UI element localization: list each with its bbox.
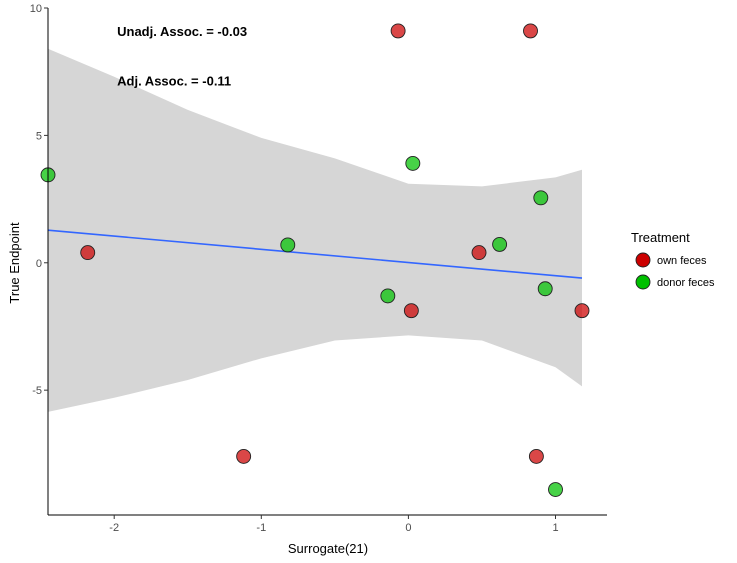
data-point-own-feces	[236, 448, 252, 464]
legend-label: donor feces	[657, 277, 715, 289]
regression-line	[47, 229, 583, 279]
data-point-own-feces	[523, 23, 538, 39]
x-tick-label: 0	[405, 522, 411, 534]
x-tick-label: 1	[552, 522, 558, 534]
data-point-own-feces	[574, 303, 590, 319]
x-tick-label: -2	[109, 522, 119, 534]
y-tick-label: 10	[30, 3, 42, 15]
data-point-donor-feces	[537, 281, 553, 297]
data-point-donor-feces	[533, 190, 549, 206]
annotation-text: Adj. Assoc. = -0.11	[117, 74, 231, 89]
legend-items: own feces donor feces	[635, 252, 715, 290]
y-tick-label: 0	[36, 258, 42, 270]
y-axis-title: True Endpoint	[7, 222, 22, 304]
annotations-layer: Unadj. Assoc. = -0.03 Adj. Assoc. = -0.11	[117, 24, 247, 89]
data-point-own-feces	[390, 23, 406, 39]
y-tick-label: -5	[32, 385, 42, 397]
data-point-donor-feces	[548, 482, 563, 497]
data-point-own-feces	[403, 303, 419, 319]
legend-label: own feces	[657, 255, 707, 267]
regression-line-layer	[47, 229, 583, 279]
legend: Treatment own feces donor feces	[631, 230, 715, 290]
data-point-donor-feces	[405, 155, 421, 171]
data-point-own-feces	[528, 448, 544, 464]
x-tick-label: -1	[256, 522, 266, 534]
x-axis-title: Surrogate(21)	[288, 541, 368, 556]
data-points-layer	[40, 23, 590, 497]
legend-key	[635, 274, 651, 290]
data-point-donor-feces	[492, 236, 508, 252]
data-point-own-feces	[80, 245, 96, 261]
annotation-text: Unadj. Assoc. = -0.03	[117, 24, 247, 39]
confidence-band-layer	[48, 48, 582, 412]
data-point-donor-feces	[380, 288, 396, 304]
data-point-own-feces	[471, 245, 487, 261]
data-point-donor-feces	[280, 237, 296, 253]
confidence-band	[48, 48, 582, 412]
axes-layer: -2 -1 0 1 -5 0 5 10	[30, 3, 607, 534]
y-tick-label: 5	[36, 130, 42, 142]
legend-key	[635, 252, 651, 268]
legend-title: Treatment	[631, 230, 690, 245]
